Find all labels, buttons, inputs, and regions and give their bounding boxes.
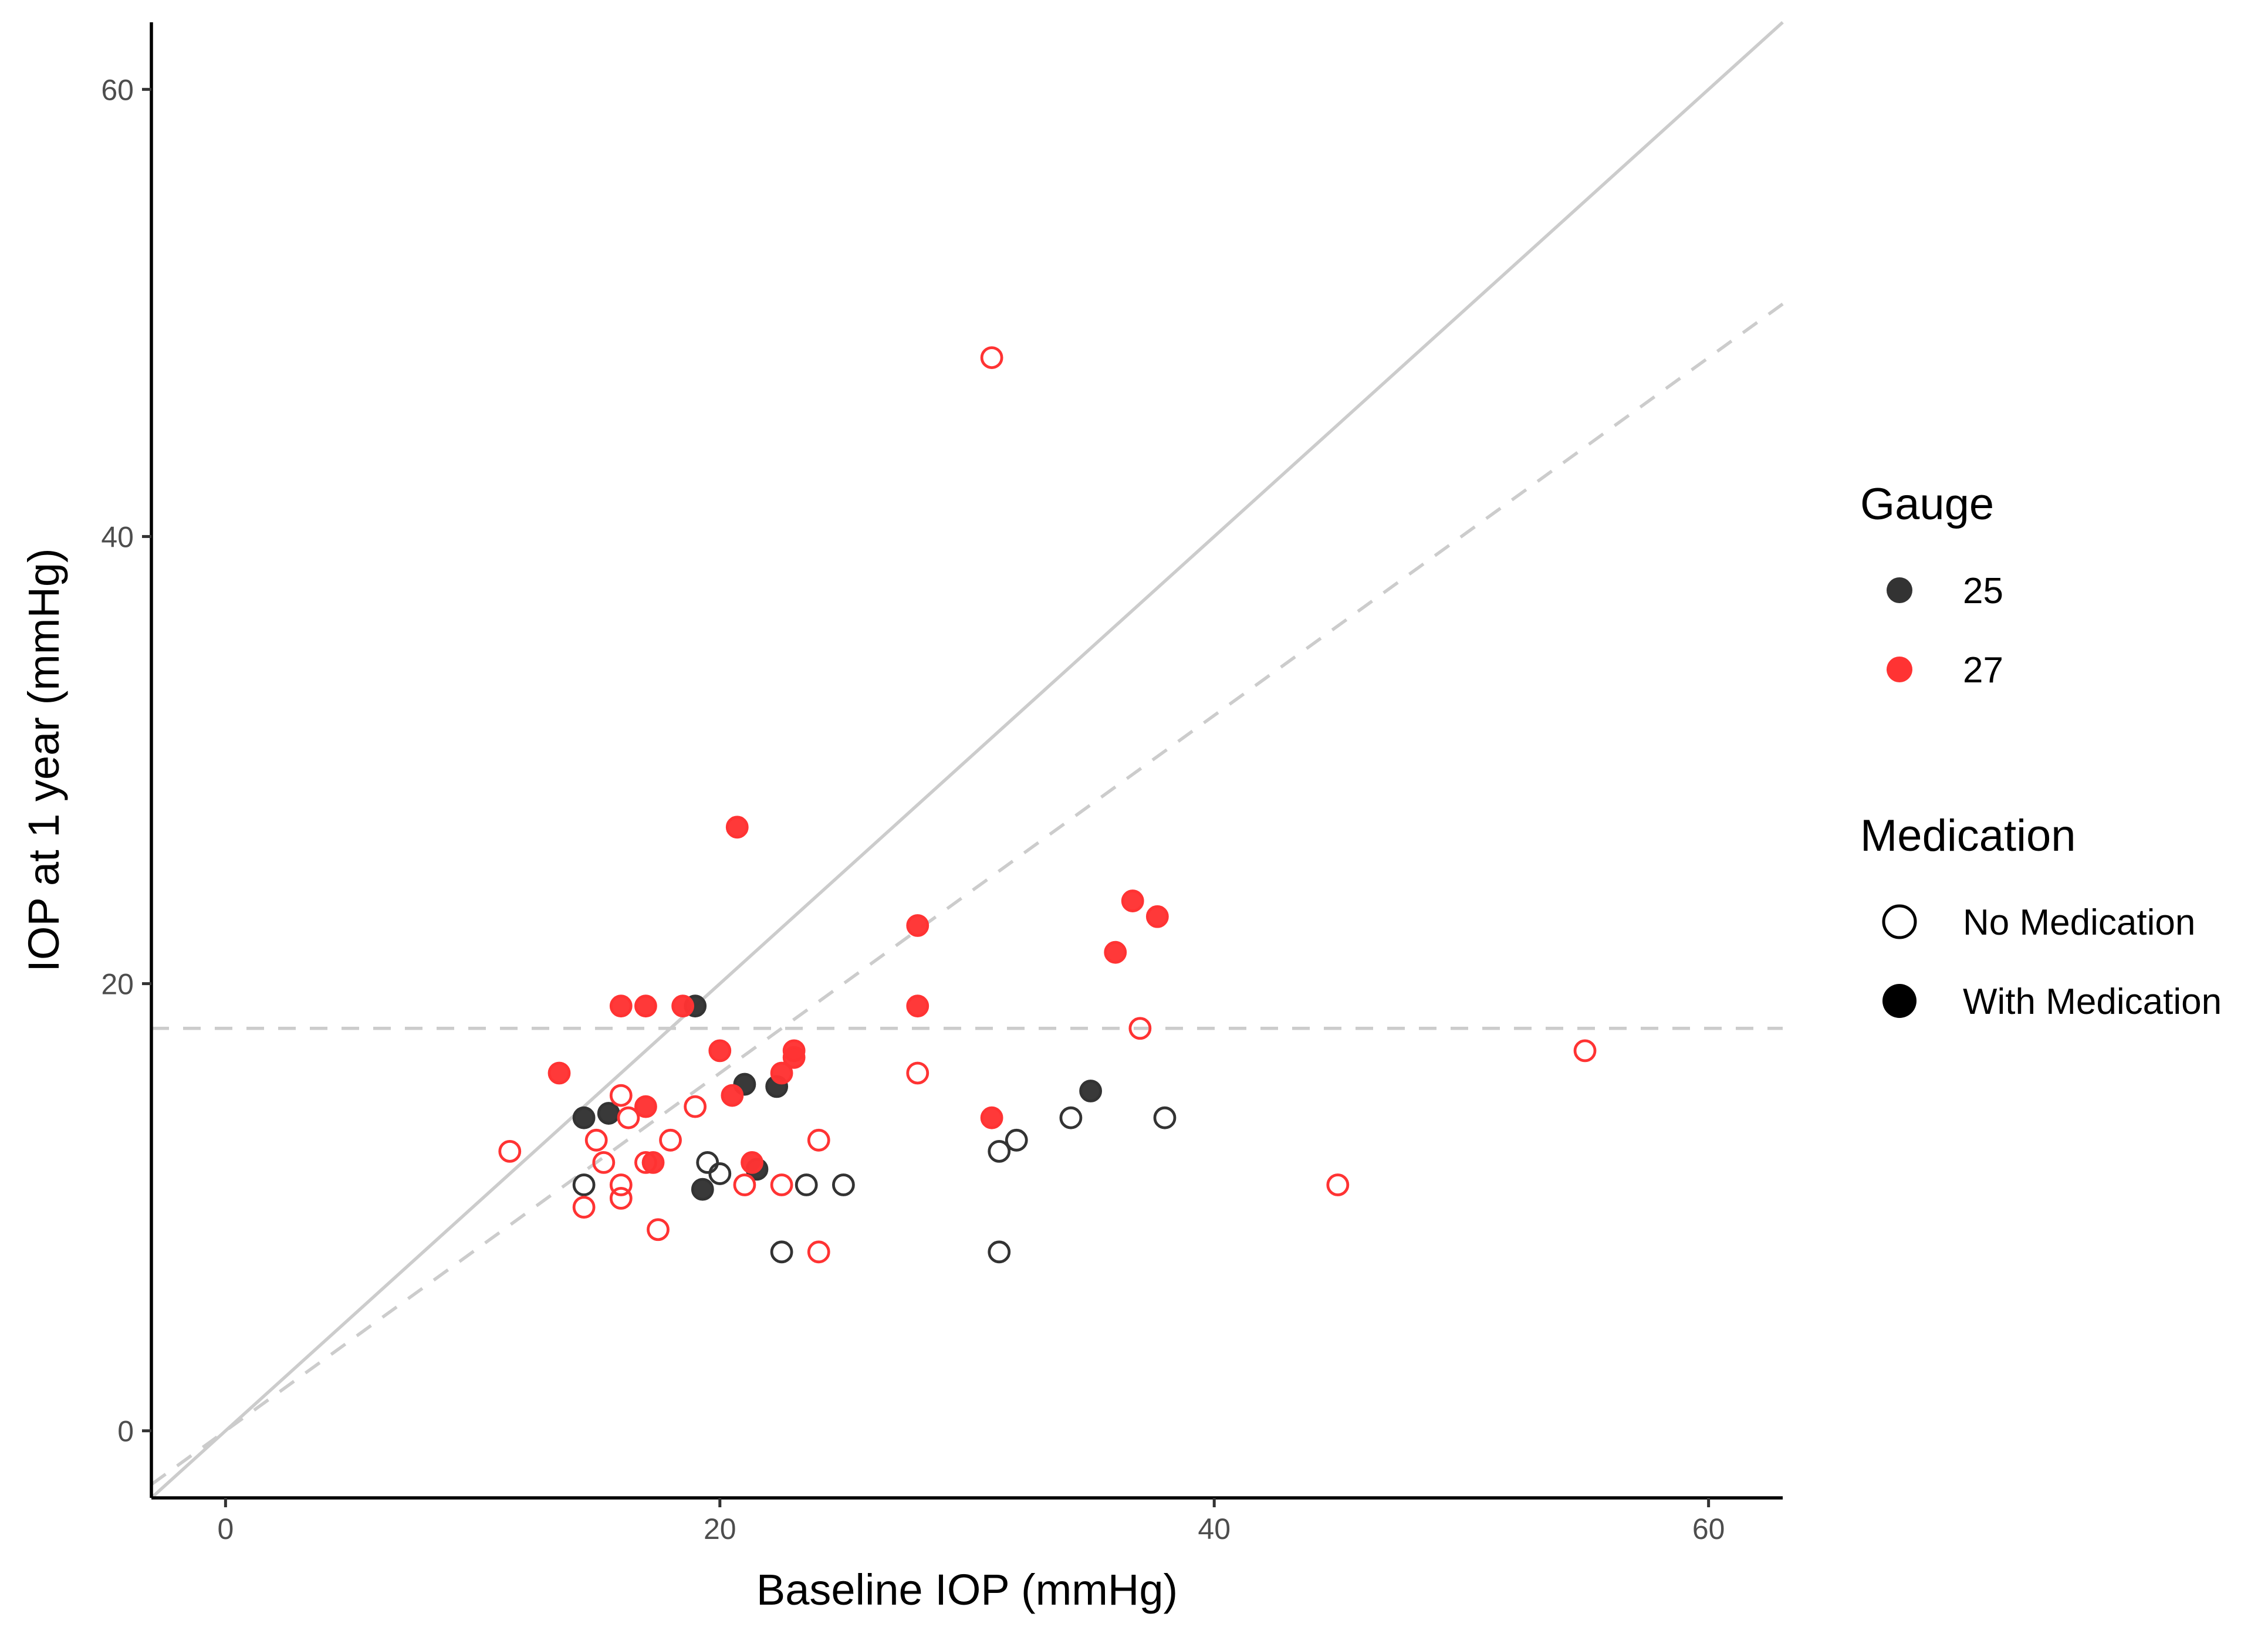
point-gauge-27-no-medication [659,1128,682,1152]
legend-gauge-27-label: 27 [1963,650,2003,691]
point-gauge-25-no-medication [988,1240,1011,1264]
point-gauge-27-no-medication [980,346,1003,369]
y-tick-label: 60 [101,73,134,106]
x-tick-label: 0 [217,1513,234,1545]
reference-lines [150,21,1784,1500]
reference-line-regression [150,302,1784,1486]
y-tick-label: 20 [101,968,134,1001]
y-tick-label: 40 [101,520,134,553]
point-gauge-27-no-medication [609,1173,633,1196]
point-gauge-25-no-medication [1153,1106,1177,1129]
point-gauge-27-with-medication [1145,905,1169,928]
legend-gauge-25-label: 25 [1963,571,2003,611]
point-gauge-27-with-medication [708,1039,732,1063]
point-gauge-27-with-medication [1121,889,1144,912]
x-axis-title: Baseline IOP (mmHg) [756,1565,1178,1614]
point-gauge-25-with-medication [597,1102,620,1125]
x-tick-label: 20 [704,1513,736,1545]
legend-with-medication-key [1882,984,1917,1018]
axes [150,22,1783,1500]
point-gauge-25-no-medication [832,1173,855,1196]
y-tick-label: 0 [117,1415,134,1448]
point-gauge-27-no-medication [684,1095,707,1118]
legend-gauge-25-key [1887,577,1912,603]
legend: Gauge 25 27 Medication No Medication Wit… [1860,479,2222,1022]
point-gauge-27-no-medication [584,1128,608,1152]
point-gauge-27-no-medication [647,1218,670,1241]
axis-ticks: 0 20 40 60 0 20 40 60 [101,73,1725,1545]
point-gauge-25-no-medication [988,1139,1011,1163]
point-gauge-27-no-medication [617,1106,640,1129]
point-gauge-25-no-medication [795,1173,818,1196]
point-gauge-27-no-medication [498,1139,522,1163]
point-gauge-27-with-medication [906,914,929,937]
point-gauge-27-with-medication [906,994,929,1018]
point-gauge-27-with-medication [634,1095,657,1118]
point-gauge-25-no-medication [708,1162,732,1185]
legend-no-medication-key [1882,904,1917,939]
point-gauge-27-no-medication [1326,1173,1350,1196]
point-gauge-27-no-medication [1128,1017,1152,1040]
point-gauge-27-with-medication [721,1084,744,1107]
legend-gauge-27-key [1887,657,1912,682]
point-gauge-25-no-medication [696,1151,719,1174]
legend-medication-title: Medication [1860,811,2076,861]
point-gauge-27-with-medication [641,1151,665,1174]
point-gauge-27-with-medication [725,816,749,839]
point-gauge-27-no-medication [572,1196,596,1219]
point-gauge-27-with-medication [634,994,657,1018]
point-gauge-25-no-medication [572,1173,596,1196]
point-gauge-25-no-medication [1005,1128,1028,1152]
point-gauge-27-with-medication [1104,941,1127,964]
point-gauge-27-no-medication [592,1151,616,1174]
legend-no-medication-label: No Medication [1963,902,2195,943]
point-gauge-27-no-medication [906,1061,929,1085]
data-points [498,346,1597,1264]
point-gauge-27-no-medication [807,1128,830,1152]
point-gauge-27-with-medication [671,994,695,1018]
point-gauge-27-with-medication [782,1046,806,1069]
point-gauge-27-with-medication [547,1061,571,1085]
point-gauge-27-no-medication [609,1084,633,1107]
point-gauge-27-with-medication [741,1151,763,1174]
x-tick-label: 60 [1692,1513,1725,1545]
point-gauge-25-no-medication [1059,1106,1083,1129]
point-gauge-27-no-medication [770,1173,793,1196]
point-gauge-25-with-medication [572,1106,596,1129]
point-gauge-27-no-medication [1573,1039,1597,1063]
legend-gauge-title: Gauge [1860,479,1994,529]
x-tick-label: 40 [1198,1513,1231,1545]
point-gauge-27-with-medication [980,1106,1003,1129]
point-gauge-27-no-medication [733,1173,756,1196]
point-gauge-27-no-medication [807,1240,830,1264]
reference-line-identity [150,21,1784,1500]
point-gauge-25-no-medication [770,1240,793,1264]
point-gauge-25-with-medication [691,1178,714,1201]
point-gauge-25-with-medication [1079,1080,1103,1102]
y-axis-title: IOP at 1 year (mmHg) [19,548,68,972]
point-gauge-27-with-medication [770,1061,793,1085]
legend-with-medication-label: With Medication [1963,982,2222,1022]
point-gauge-27-no-medication [609,1186,633,1210]
point-gauge-27-with-medication [609,994,633,1018]
